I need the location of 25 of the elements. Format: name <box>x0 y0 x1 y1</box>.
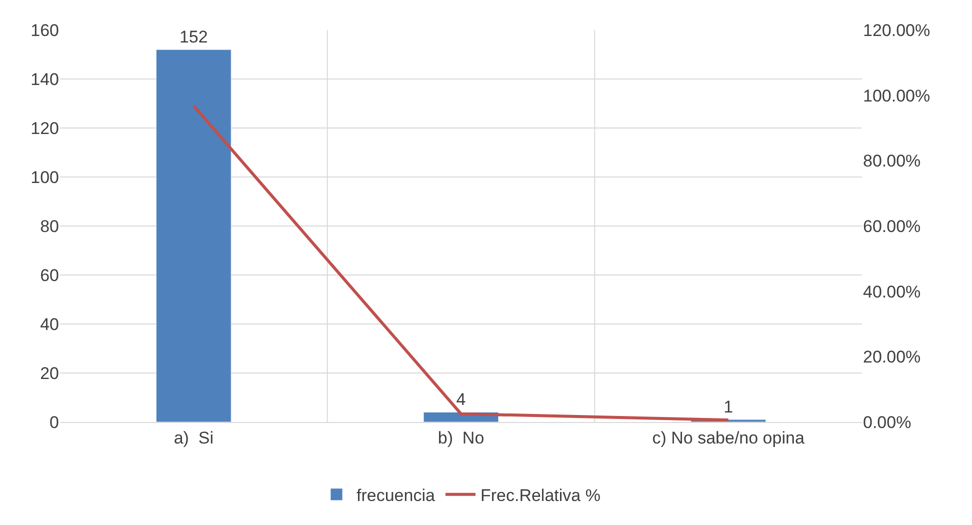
x-tick-label: a) Si <box>174 428 214 448</box>
legend-label: Frec.Relativa % <box>480 486 600 506</box>
data-label: 1 <box>724 398 734 417</box>
y-tick-label: 160 <box>30 20 59 40</box>
data-label: 152 <box>179 28 208 47</box>
data-label: 4 <box>456 390 466 410</box>
y-tick-label: 120 <box>30 118 59 138</box>
y2-tick-label: 120.00% <box>863 20 930 40</box>
y-tick-label: 40 <box>40 314 59 334</box>
y2-tick-label: 40.00% <box>863 282 921 302</box>
bar <box>156 49 232 422</box>
y-tick-label: 100 <box>30 168 59 187</box>
y-tick-label: 140 <box>30 70 59 89</box>
y-tick-label: 60 <box>40 266 59 285</box>
y2-tick-label: 100.00% <box>863 86 930 106</box>
y-tick-label: 0 <box>50 412 59 432</box>
y2-tick-label: 60.00% <box>863 216 921 236</box>
y-tick-label: 20 <box>40 364 59 383</box>
y2-tick-label: 80.00% <box>863 152 921 171</box>
y2-tick-label: 20.00% <box>863 348 921 367</box>
y-tick-label: 80 <box>40 216 59 236</box>
x-tick-label: c) No sabe/no opina <box>652 428 805 448</box>
x-tick-label: b) No <box>438 428 484 448</box>
legend-label: frecuencia <box>356 486 436 506</box>
y2-tick-label: 0.00% <box>863 412 912 432</box>
